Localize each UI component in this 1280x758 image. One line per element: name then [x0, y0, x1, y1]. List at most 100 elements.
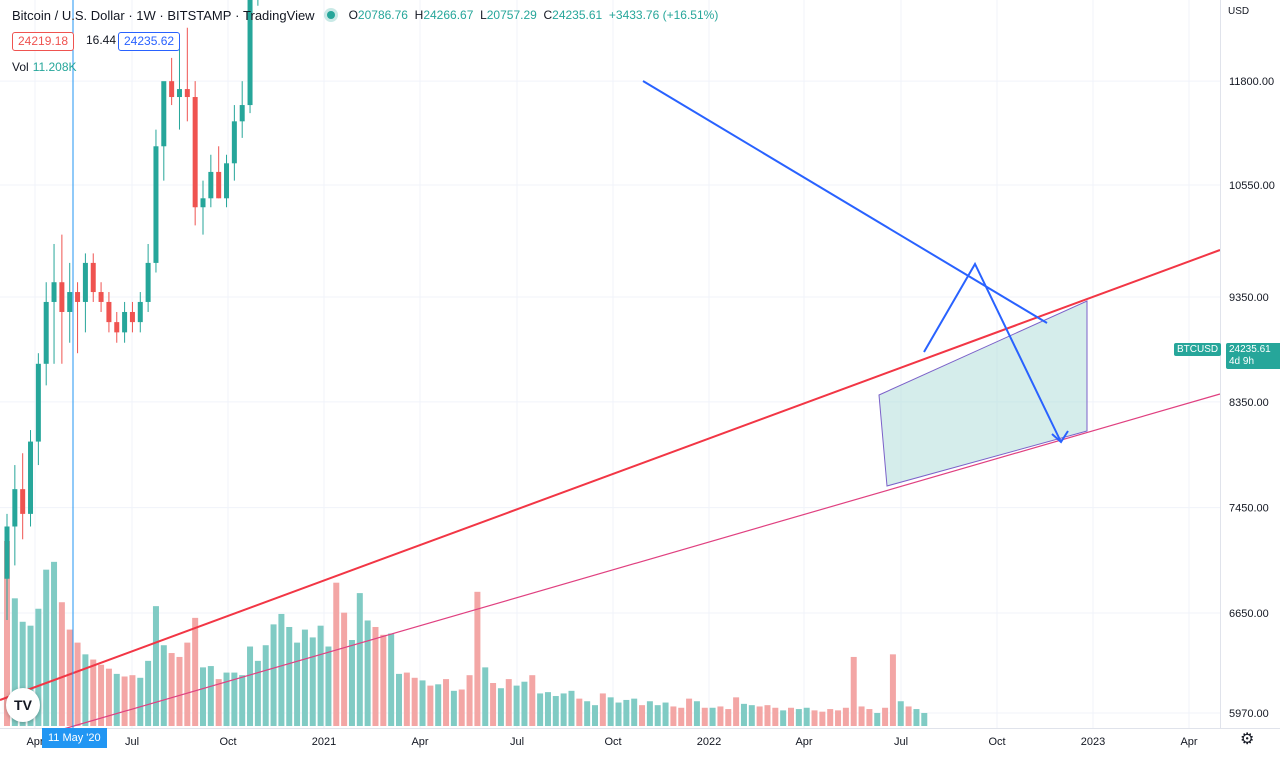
- candle-body: [98, 292, 104, 302]
- volume-bar: [740, 703, 747, 726]
- bar-countdown: 4d 9h: [1229, 356, 1255, 367]
- volume-bar: [607, 697, 614, 726]
- currency-label[interactable]: USD: [1228, 6, 1250, 17]
- candle-body: [208, 171, 214, 199]
- volume-bar: [294, 642, 301, 726]
- volume-bar: [537, 693, 544, 726]
- symbol-header: Bitcoin / U.S. Dollar · 1W · BITSTAMP · …: [12, 7, 719, 23]
- candle-body: [169, 81, 175, 98]
- candle-body: [129, 311, 135, 323]
- exchange: BITSTAMP: [167, 7, 232, 23]
- volume-bar: [592, 705, 598, 726]
- candle-body: [161, 81, 167, 147]
- price-tick: 6650.00: [1229, 608, 1269, 620]
- volume-bar: [105, 668, 112, 726]
- volume-bar: [670, 706, 677, 726]
- volume-bar: [560, 693, 567, 726]
- volume-bar: [129, 675, 136, 726]
- ohlc-values: O20786.76 H24266.67 L20757.29 C24235.61 …: [348, 8, 719, 22]
- price-tick: 11800.00: [1229, 76, 1274, 88]
- projection-path[interactable]: [923, 261, 1062, 443]
- candle-body: [4, 526, 10, 579]
- candle-body: [51, 282, 57, 302]
- volume-bar: [631, 698, 638, 726]
- volume-bar: [819, 711, 826, 726]
- buy-price-button[interactable]: 24235.62: [118, 32, 181, 51]
- volume-bar: [19, 621, 26, 726]
- symbol-name[interactable]: Bitcoin / U.S. Dollar: [12, 7, 125, 23]
- volume-bar: [168, 653, 175, 726]
- volume-bar: [584, 701, 591, 726]
- market-status-icon: [326, 11, 335, 19]
- price-tick: 8350.00: [1229, 397, 1269, 409]
- volume-bar: [733, 697, 740, 726]
- volume-bar: [717, 706, 724, 726]
- volume-bar: [427, 685, 434, 726]
- volume-bar: [513, 685, 520, 726]
- price-tick: 9350.00: [1229, 292, 1269, 304]
- time-tick: Oct: [604, 736, 621, 748]
- time-axis[interactable]: Apr Jul Oct 2021 Apr Jul Oct 2022 Apr Jul Oct 2023 A…: [0, 728, 1280, 753]
- volume-bar: [90, 659, 97, 726]
- volume-bar: [803, 707, 810, 726]
- sell-price-button[interactable]: 24219.18: [12, 32, 75, 51]
- volume-bar: [811, 710, 818, 726]
- volume-bar: [725, 709, 732, 726]
- crosshair-date-label: 11 May '20: [42, 728, 107, 748]
- channel-lower-line[interactable]: [59, 393, 1221, 731]
- volume-bar: [325, 646, 332, 726]
- volume-bar: [623, 699, 630, 726]
- volume-bar: [223, 672, 230, 726]
- volume-bar: [443, 679, 450, 726]
- volume-bar: [51, 561, 58, 726]
- volume-legend: Vol 11.208K: [12, 60, 77, 74]
- volume-bar: [239, 675, 246, 726]
- volume-bar: [686, 698, 693, 726]
- candle-body: [20, 489, 26, 514]
- volume-bar: [772, 707, 779, 726]
- trendline-resistance[interactable]: [642, 80, 1048, 324]
- price-tick: 5970.00: [1229, 708, 1269, 720]
- volume-bar: [215, 679, 222, 726]
- volume-bar: [435, 684, 442, 726]
- candle-body: [145, 262, 151, 302]
- interval[interactable]: 1W: [136, 7, 156, 23]
- candle-body: [184, 89, 190, 98]
- time-tick: Jul: [894, 736, 908, 748]
- tradingview-logo[interactable]: TV: [6, 688, 40, 722]
- time-tick: Jul: [510, 736, 524, 748]
- candle-body: [192, 97, 198, 208]
- trendline-support[interactable]: [0, 249, 1221, 701]
- volume-bar: [615, 702, 622, 726]
- volume-bar: [466, 675, 473, 726]
- time-tick: 2023: [1081, 736, 1105, 748]
- volume-bar: [788, 707, 794, 726]
- candle-body: [106, 301, 112, 323]
- volume-bar: [66, 629, 73, 726]
- volume-bar: [309, 637, 316, 726]
- candle-body: [12, 489, 18, 527]
- candle-body: [200, 198, 206, 208]
- projection-box[interactable]: [878, 300, 1088, 487]
- volume-bar: [529, 675, 536, 726]
- volume-bar: [82, 654, 89, 726]
- volume-bar: [207, 666, 214, 726]
- volume-bar: [646, 701, 653, 726]
- volume-bar: [889, 654, 896, 726]
- last-price-label: 24235.61 4d 9h: [1226, 343, 1280, 369]
- volume-bar: [505, 679, 512, 726]
- volume-bar: [4, 541, 10, 726]
- volume-bar: [278, 613, 285, 726]
- settings-gear-icon[interactable]: ⚙: [1240, 731, 1255, 748]
- volume-bar: [160, 645, 167, 726]
- volume-bar: [897, 701, 904, 726]
- volume-bar: [866, 709, 873, 726]
- candles: [4, 0, 259, 620]
- volume-bar: [842, 707, 849, 726]
- volume-bar: [270, 624, 277, 726]
- volume-bar: [58, 602, 65, 726]
- spread-value: 16.44: [84, 32, 119, 49]
- volume-bar: [98, 664, 105, 726]
- volume-bar: [254, 660, 261, 726]
